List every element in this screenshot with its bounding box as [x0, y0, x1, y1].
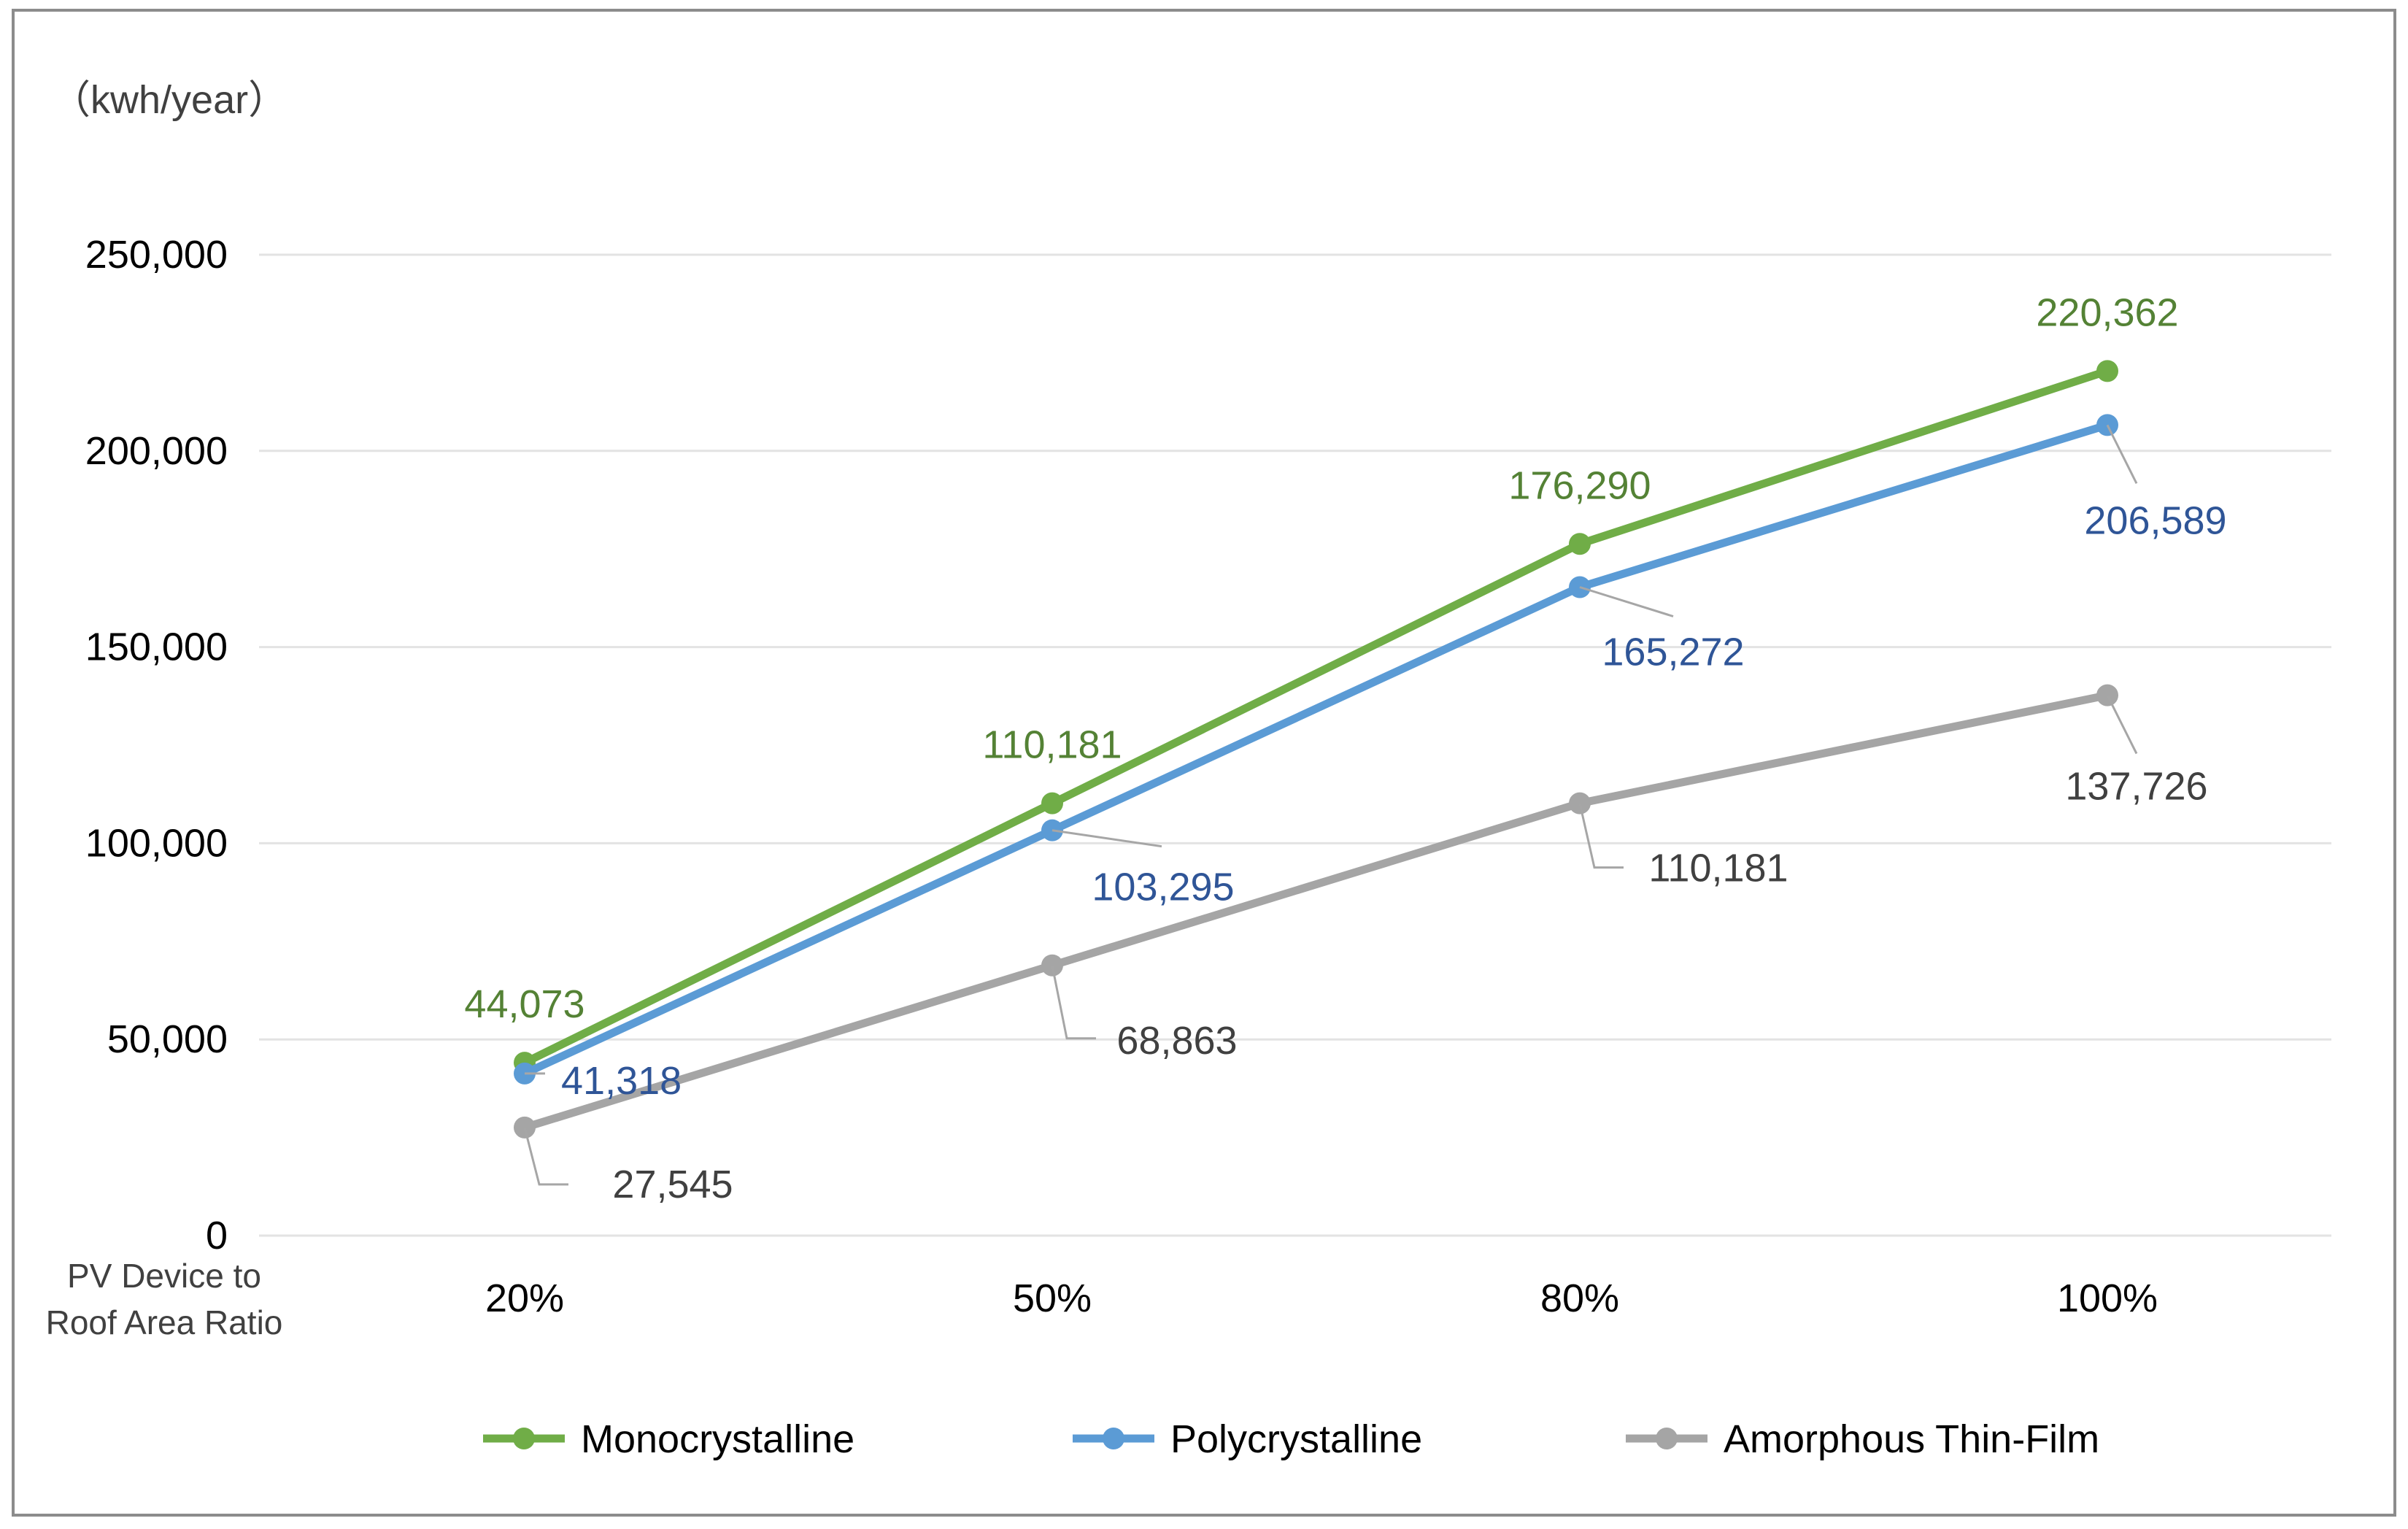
series-line: [520, 420, 2112, 1078]
legend-marker: [513, 1428, 535, 1449]
data-label: 44,073: [464, 982, 584, 1026]
data-label: 176,290: [1508, 463, 1651, 507]
x-tick-label: 50%: [1013, 1276, 1092, 1320]
leader-line: [1051, 965, 1096, 1040]
series-line: [520, 366, 2112, 1067]
leader-line: [1051, 829, 1162, 848]
data-point: [1569, 533, 1591, 555]
legend-label: Amorphous Thin-Film: [1724, 1417, 2099, 1461]
legend-marker: [1656, 1428, 1678, 1449]
y-tick-label: 0: [206, 1214, 228, 1258]
legend-marker: [1103, 1428, 1124, 1449]
leader-line: [2106, 694, 2138, 755]
legend-item: Polycrystalline: [1073, 1417, 1422, 1461]
data-point: [1041, 792, 1063, 814]
x-tick-label: 100%: [2057, 1276, 2158, 1320]
data-label: 27,545: [612, 1163, 733, 1206]
legend-label: Monocrystalline: [581, 1417, 854, 1461]
x-tick-label: 20%: [485, 1276, 564, 1320]
y-tick-label: 100,000: [85, 821, 228, 865]
data-label: 110,181: [982, 723, 1122, 767]
leader-line: [1578, 803, 1624, 869]
data-label: 165,272: [1602, 630, 1744, 674]
y-tick-label: 150,000: [85, 625, 228, 669]
leader-line: [523, 1127, 568, 1186]
leader-line: [1579, 586, 1674, 617]
data-point: [2096, 360, 2118, 382]
y-tick-label: 50,000: [107, 1017, 228, 1061]
series-polycrystalline: [514, 414, 2118, 1085]
x-axis-tick-labels: 20% 50% 80% 100%: [485, 1276, 2158, 1320]
y-tick-label: 250,000: [85, 233, 228, 277]
x-axis-title-line-1: PV Device to: [67, 1257, 261, 1295]
y-tick-label: 200,000: [85, 429, 228, 473]
y-axis-unit-label: （kwh/year）: [51, 78, 288, 122]
legend-item: Monocrystalline: [483, 1417, 854, 1461]
series-line: [520, 691, 2112, 1132]
legend-label: Polycrystalline: [1170, 1417, 1422, 1461]
leader-line: [2106, 424, 2138, 485]
legend-item: Amorphous Thin-Film: [1626, 1417, 2099, 1461]
data-label: 206,589: [2084, 498, 2226, 542]
data-label: 68,863: [1116, 1019, 1237, 1063]
series-monocrystalline: [514, 360, 2118, 1074]
legend: Monocrystalline Polycrystalline Amorphous …: [483, 1417, 2099, 1461]
data-label: 220,362: [2036, 290, 2178, 334]
data-label: 103,295: [1092, 866, 1234, 909]
data-label: 110,181: [1648, 847, 1788, 890]
y-axis-tick-labels: 0 50,000 100,000 150,000 200,000 250,000: [85, 233, 228, 1258]
x-tick-label: 80%: [1540, 1276, 1619, 1320]
data-labels: 44,073 110,181 176,290 220,362 41,318 103,295…: [464, 290, 2226, 1206]
x-axis-title-line-2: Roof Area Ratio: [46, 1303, 283, 1341]
data-label: 137,726: [2065, 765, 2207, 809]
data-label: 41,318: [561, 1059, 682, 1103]
